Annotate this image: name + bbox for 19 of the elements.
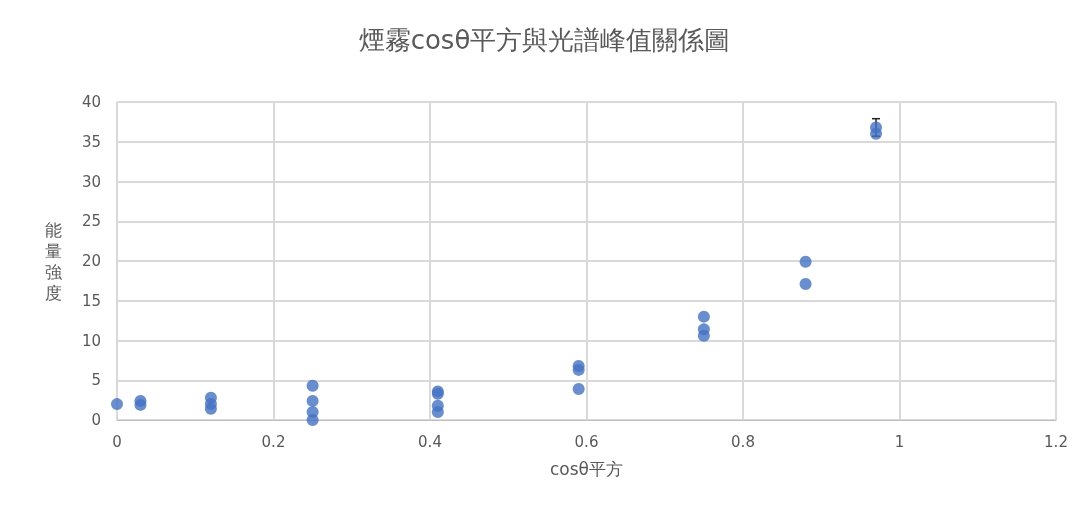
x-tick-label: 0.6 bbox=[574, 432, 599, 451]
y-tick-label: 0 bbox=[91, 411, 101, 429]
y-tick-label: 15 bbox=[81, 291, 101, 310]
y-tick-label: 5 bbox=[91, 371, 101, 390]
x-axis-title: cosθ平方 bbox=[549, 458, 624, 479]
chart-title: 煙霧cosθ平方與光譜峰值關係圖 bbox=[358, 25, 731, 55]
y-tick-label: 30 bbox=[81, 172, 101, 191]
x-tick-label: 0.8 bbox=[731, 432, 755, 451]
x-tick-label: 0.2 bbox=[261, 432, 286, 451]
y-tick-label: 20 bbox=[81, 252, 101, 270]
y-tick-label: 40 bbox=[81, 93, 101, 111]
x-tick-label: 1.2 bbox=[1044, 432, 1068, 451]
y-tick-label: 35 bbox=[81, 132, 101, 151]
x-tick-label: 1 bbox=[894, 432, 905, 451]
x-tick-label: 0 bbox=[112, 432, 122, 451]
x-tick-label: 0.4 bbox=[418, 432, 442, 451]
y-tick-label: 25 bbox=[81, 212, 101, 231]
y-tick-label: 10 bbox=[81, 331, 101, 350]
y-axis-title: 能量強度 bbox=[45, 219, 62, 303]
